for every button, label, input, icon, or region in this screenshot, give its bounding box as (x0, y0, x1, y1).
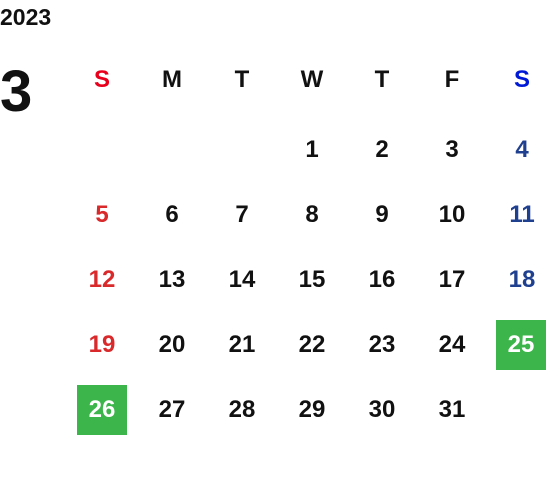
day: 28 (228, 396, 256, 423)
weekday-label: S (93, 66, 110, 93)
weekday-label: S (513, 66, 530, 93)
day: 14 (228, 266, 256, 293)
day: 15 (298, 266, 326, 293)
day: 3 (445, 136, 459, 163)
day: 30 (368, 396, 396, 423)
day: 11 (509, 201, 535, 228)
day: 21 (228, 331, 256, 358)
weekday-label: T (374, 66, 390, 93)
month: 3 (0, 59, 33, 124)
day: 9 (375, 201, 389, 228)
day: 19 (88, 331, 116, 358)
day: 29 (298, 396, 326, 423)
day: 24 (438, 331, 466, 358)
day: 8 (305, 201, 319, 228)
day: 16 (368, 266, 396, 293)
year: 2023 (0, 4, 52, 30)
day: 17 (438, 266, 466, 293)
day: 12 (88, 266, 116, 293)
weekday-label: W (300, 66, 324, 93)
day: 5 (95, 201, 109, 228)
day: 10 (438, 201, 466, 228)
weekday-label: F (444, 66, 460, 93)
weekday-label: T (234, 66, 250, 93)
day: 20 (158, 331, 186, 358)
highlighted-day: 25 (496, 320, 546, 370)
weekday-label: M (162, 66, 182, 93)
day: 13 (158, 266, 186, 293)
day: 4 (515, 136, 529, 163)
day: 22 (298, 331, 326, 358)
day: 6 (165, 201, 179, 228)
day: 7 (235, 201, 249, 228)
day: 27 (158, 396, 186, 423)
day: 1 (305, 136, 319, 163)
day: 18 (508, 266, 536, 293)
day: 23 (368, 331, 396, 358)
day: 2 (375, 136, 389, 163)
day: 31 (438, 396, 466, 423)
highlighted-day: 26 (77, 385, 127, 435)
